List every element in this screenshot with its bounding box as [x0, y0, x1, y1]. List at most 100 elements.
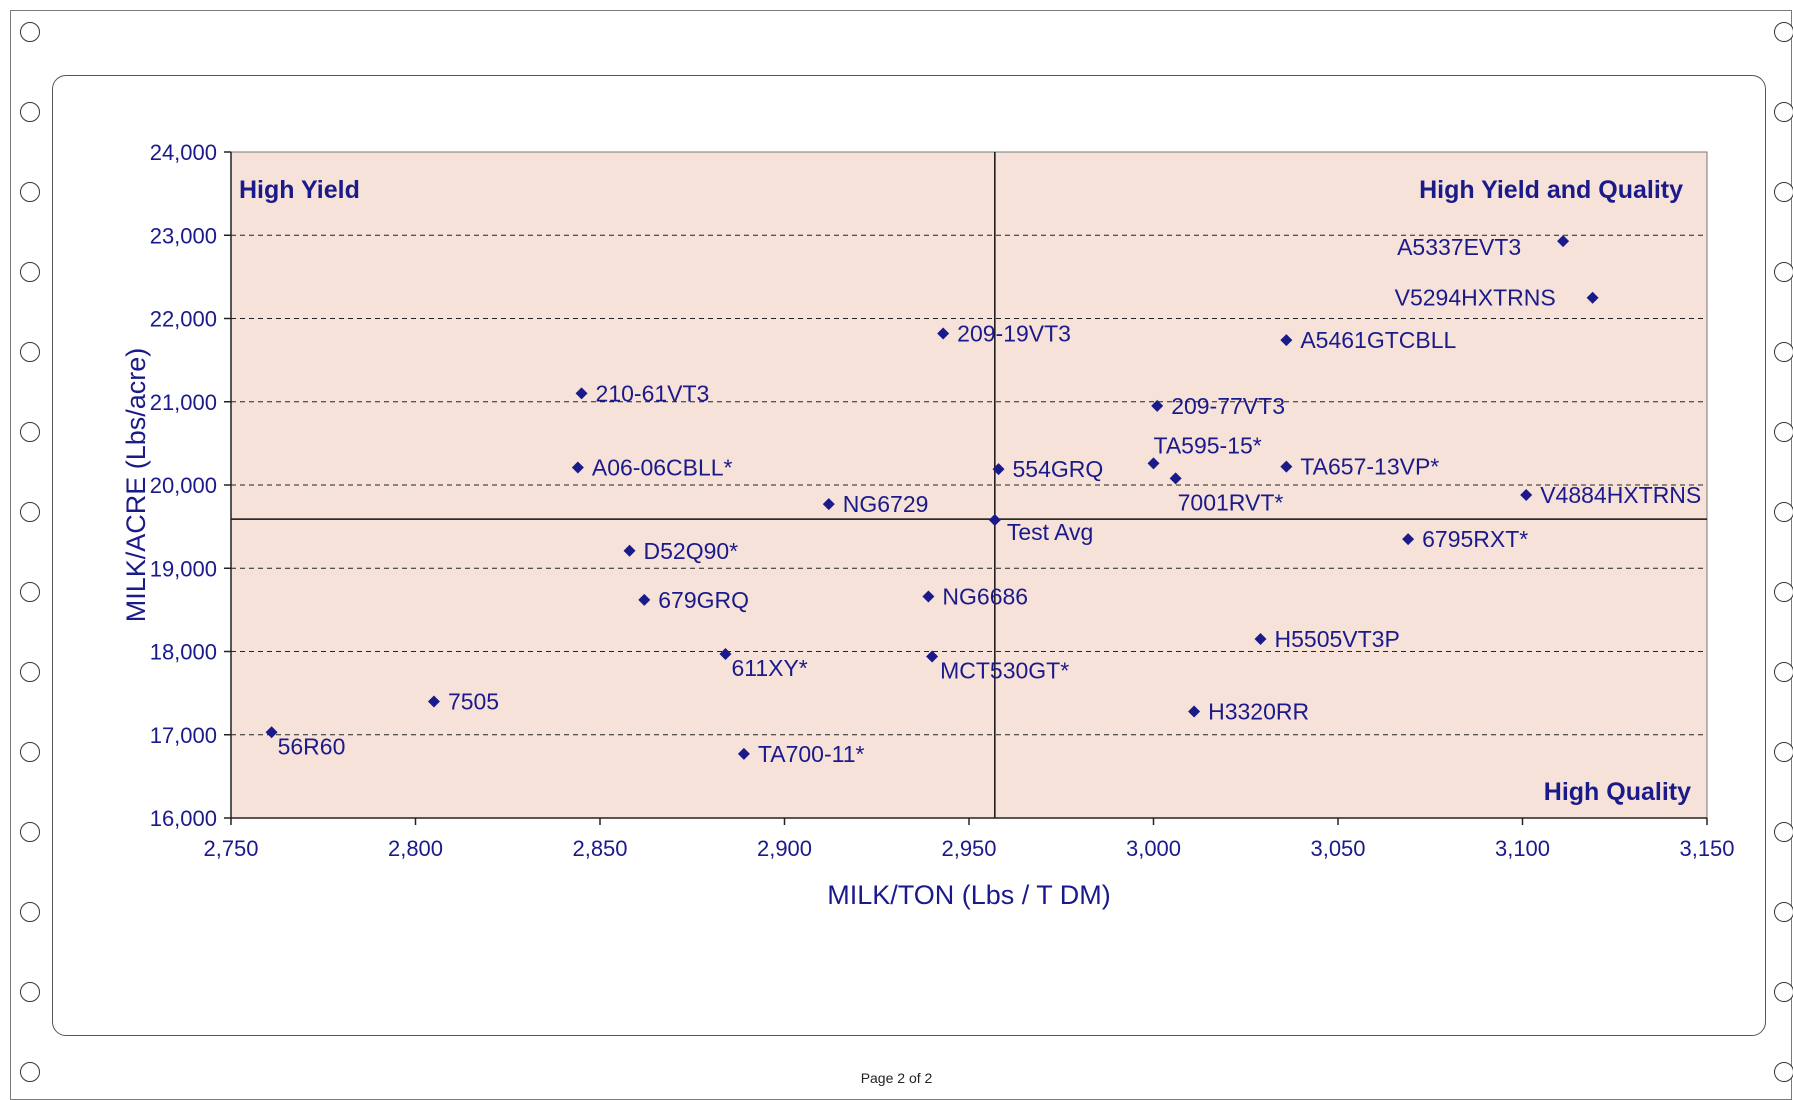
data-point-label: 210-61VT3 [596, 380, 710, 406]
data-point-marker [1402, 533, 1415, 546]
data-point-marker [1169, 472, 1182, 485]
data-point-label: V5294HXTRNS [1395, 285, 1556, 311]
data-point-label: MCT530GT* [940, 657, 1069, 683]
chart-frame: 16,000 17,000 18,000 19,000 20,000 21,000 22,0… [52, 75, 1766, 1036]
y-axis-title: MILK/ACRE (Lbs/acre) [121, 348, 151, 623]
data-point-marker [575, 387, 588, 400]
data-point-label: H5505VT3P [1275, 626, 1400, 652]
data-point-marker [1151, 399, 1164, 412]
binder-hole-icon [20, 22, 40, 42]
data-point-marker [1520, 488, 1533, 501]
data-point-marker [1280, 460, 1293, 473]
x-axis-title: MILK/TON (Lbs / T DM) [827, 880, 1111, 910]
data-point-marker [737, 747, 750, 760]
data-point-marker [922, 590, 935, 603]
data-point-label: A5337EVT3 [1397, 234, 1521, 260]
binder-hole-icon [20, 662, 40, 682]
y-tick-label: 22,000 [150, 307, 217, 332]
x-tick-label: 2,800 [388, 836, 443, 861]
data-point-label: 7001RVT* [1178, 489, 1284, 515]
binder-hole-icon [1774, 822, 1793, 842]
binder-hole-icon [1774, 902, 1793, 922]
binder-hole-icon [20, 102, 40, 122]
data-point-marker [427, 695, 440, 708]
binder-hole-icon [20, 902, 40, 922]
data-point-label: NG6729 [843, 491, 929, 517]
data-point-marker [1557, 235, 1570, 248]
y-tick-label: 21,000 [150, 390, 217, 415]
data-point-label: 611XY* [731, 655, 807, 681]
data-point-marker [1188, 705, 1201, 718]
x-tick-label: 3,100 [1495, 836, 1550, 861]
binder-hole-icon [20, 982, 40, 1002]
data-point-marker [1586, 291, 1599, 304]
binder-hole-icon [1774, 742, 1793, 762]
data-point-marker [571, 461, 584, 474]
data-point-marker [822, 498, 835, 511]
data-point-label: NG6686 [942, 584, 1028, 610]
x-tick-label: 3,050 [1310, 836, 1365, 861]
data-point-marker [623, 544, 636, 557]
x-tick-label: 2,900 [757, 836, 812, 861]
data-point-label: TA595-15* [1154, 432, 1262, 458]
quadrant-label-high-yield: High Yield [239, 176, 360, 204]
binder-hole-icon [1774, 342, 1793, 362]
binder-hole-icon [1774, 582, 1793, 602]
x-tick-label: 3,150 [1679, 836, 1734, 861]
binder-hole-icon [1774, 1062, 1793, 1082]
data-point-label: 209-77VT3 [1171, 393, 1285, 419]
binder-hole-icon [1774, 262, 1793, 282]
data-point-label: A06-06CBLL* [592, 455, 733, 481]
binder-hole-icon [1774, 22, 1793, 42]
data-point-marker [992, 463, 1005, 476]
binder-hole-icon [20, 1062, 40, 1082]
x-tick-label: 2,950 [941, 836, 996, 861]
data-point-label: H3320RR [1208, 698, 1309, 724]
data-point-label: A5461GTCBLL [1300, 327, 1456, 353]
data-point-label: V4884HXTRNS [1540, 482, 1701, 508]
data-point-marker [1254, 633, 1267, 646]
data-point-label: 6795RXT* [1422, 526, 1528, 552]
data-point-marker [937, 327, 950, 340]
binder-hole-icon [1774, 102, 1793, 122]
data-point-label: TA657-13VP* [1300, 454, 1439, 480]
data-point-marker [265, 726, 278, 739]
x-tick-label: 3,000 [1126, 836, 1181, 861]
page-footer: Page 2 of 2 [860, 1070, 933, 1086]
data-point-label: 209-19VT3 [957, 320, 1071, 346]
binder-hole-icon [1774, 662, 1793, 682]
y-tick-label: 19,000 [150, 556, 217, 581]
data-point-label: TA700-11* [758, 741, 865, 767]
data-point-marker [988, 513, 1001, 526]
quadrant-label-high-yield-quality: High Yield and Quality [1419, 176, 1683, 204]
binder-hole-icon [20, 502, 40, 522]
data-point-label: 554GRQ [1013, 456, 1104, 482]
y-tick-label: 23,000 [150, 223, 217, 248]
y-tick-label: 20,000 [150, 473, 217, 498]
y-tick-label: 17,000 [150, 723, 217, 748]
y-tick-label: 18,000 [150, 640, 217, 665]
x-tick-label: 2,750 [203, 836, 258, 861]
data-point-marker [926, 650, 939, 663]
data-point-label: D52Q90* [644, 538, 739, 564]
binder-hole-icon [1774, 182, 1793, 202]
y-tick-label: 24,000 [150, 140, 217, 165]
data-point-label: 679GRQ [658, 587, 749, 613]
quadrant-label-high-quality: High Quality [1544, 778, 1691, 806]
data-point-label: 56R60 [278, 733, 346, 759]
data-point-marker [1147, 457, 1160, 470]
binder-hole-icon [20, 262, 40, 282]
binder-hole-icon [1774, 502, 1793, 522]
binder-hole-icon [20, 742, 40, 762]
binder-hole-icon [20, 182, 40, 202]
y-tick-label: 16,000 [150, 806, 217, 831]
binder-hole-icon [1774, 422, 1793, 442]
data-point-label: 7505 [448, 688, 499, 714]
x-tick-label: 2,850 [572, 836, 627, 861]
binder-hole-icon [20, 822, 40, 842]
binder-hole-icon [1774, 982, 1793, 1002]
scatter-chart: 16,000 17,000 18,000 19,000 20,000 21,000 22,0… [121, 140, 1735, 910]
binder-hole-icon [20, 422, 40, 442]
binder-hole-icon [20, 342, 40, 362]
data-point-marker [1280, 334, 1293, 347]
